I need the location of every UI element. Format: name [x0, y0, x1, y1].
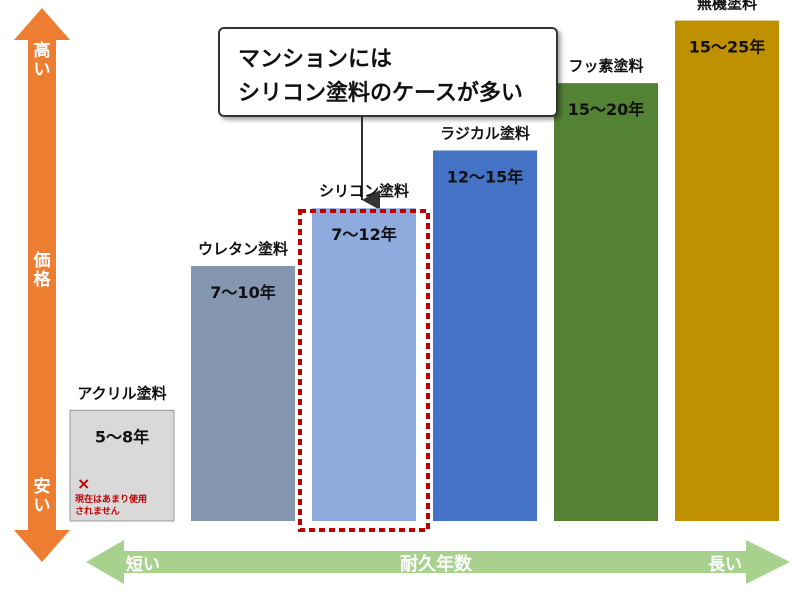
bar-2: [191, 265, 295, 521]
highlight-frame: [298, 209, 430, 532]
acrylic-note-line-2: されません: [75, 507, 120, 517]
duration-axis-arrow: [86, 540, 790, 584]
category-label-6: 無機塗料: [697, 0, 757, 13]
price-axis-arrow: [14, 8, 70, 562]
duration-short-label: 短い: [126, 555, 160, 575]
not-recommended-mark: ×: [77, 474, 91, 493]
duration-axis-title: 耐久年数: [400, 554, 472, 575]
bar-1: [69, 409, 175, 522]
category-label-3: シリコン塗料: [319, 182, 409, 200]
bar-4: [433, 150, 537, 521]
category-label-2: ウレタン塗料: [198, 240, 288, 258]
value-label-6: 15～25年: [689, 38, 766, 57]
category-label-1: アクリル塗料: [77, 384, 166, 402]
callout-line-2: シリコン塗料のケースが多い: [238, 81, 523, 106]
value-label-3: 7～12年: [331, 225, 396, 244]
value-label-2: 7～10年: [210, 283, 275, 302]
bar-3: [312, 208, 416, 521]
callout-box: マンションには シリコン塗料のケースが多い: [218, 27, 558, 117]
value-label-5: 15～20年: [568, 100, 645, 119]
callout-line-1: マンションには: [238, 47, 393, 72]
acrylic-note-line-1: 現在はあまり使用: [75, 495, 148, 505]
price-low-label: 安い: [33, 477, 51, 516]
bar-6: [675, 20, 779, 521]
category-label-5: フッ素塗料: [568, 57, 643, 75]
value-label-4: 12～15年: [447, 167, 524, 186]
category-label-4: ラジカル塗料: [440, 124, 530, 142]
acrylic-note: 現在はあまり使用 されません: [75, 494, 175, 518]
value-label-1: 5～8年: [95, 427, 149, 446]
price-axis-title: 価格: [33, 251, 51, 290]
duration-long-label: 長い: [708, 555, 742, 575]
bar-5: [554, 83, 658, 522]
price-high-label: 高い: [33, 41, 51, 80]
